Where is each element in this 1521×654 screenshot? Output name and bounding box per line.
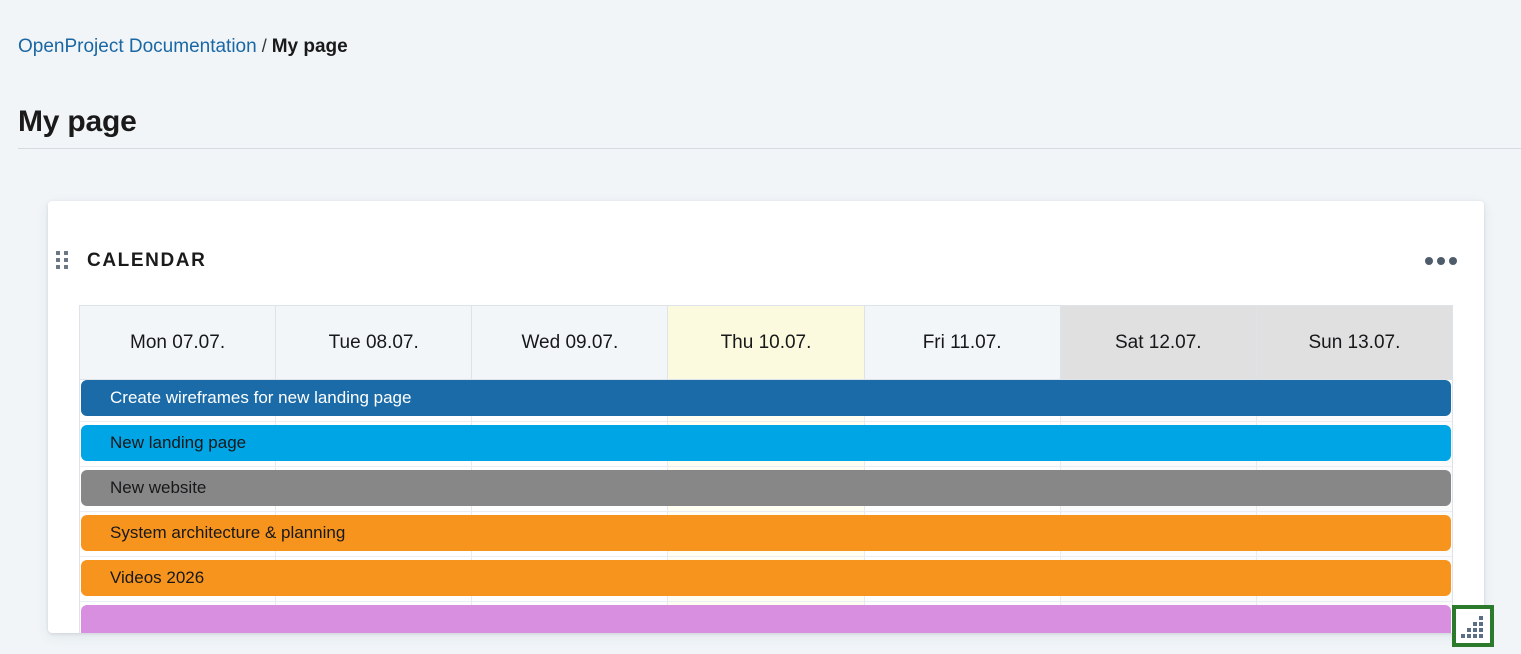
calendar-day-header-6[interactable]: Sun 13.07.	[1256, 306, 1452, 379]
calendar-day-header-label: Mon 07.07.	[130, 331, 226, 353]
calendar-day-header-4[interactable]: Fri 11.07.	[864, 306, 1061, 379]
drag-dot	[56, 258, 60, 262]
calendar-row-lines	[80, 380, 1452, 633]
drag-dot	[64, 265, 68, 269]
widget-title: CALENDAR	[87, 250, 207, 271]
calendar-event-label: New landing page	[110, 433, 247, 452]
drag-handle-icon[interactable]	[56, 251, 70, 271]
calendar-day-header-label: Sun 13.07.	[1308, 331, 1401, 353]
calendar-event-label: System architecture & planning	[110, 523, 346, 542]
breadcrumb-current: My page	[271, 36, 348, 57]
page-title: My page	[18, 105, 137, 139]
more-dot	[1437, 257, 1445, 265]
calendar-day-header-1[interactable]: Tue 08.07.	[276, 306, 473, 379]
breadcrumb: OpenProject Documentation / My page	[18, 33, 348, 60]
widget-resize-handle[interactable]	[1452, 605, 1494, 647]
calendar-day-header-label: Fri 11.07.	[922, 331, 1002, 353]
calendar-day-header-5[interactable]: Sat 12.07.	[1060, 306, 1257, 379]
calendar-day-header-row: Mon 07.07. Tue 08.07. Wed 09.07. Thu 10.07.…	[80, 306, 1452, 380]
calendar-event-bar-4[interactable]: Videos 2026	[81, 560, 1451, 596]
calendar-event-bar-1[interactable]: New landing page	[81, 425, 1451, 461]
calendar-event-bar-3[interactable]: System architecture & planning	[81, 515, 1451, 551]
calendar-event-bar-0[interactable]: Create wireframes for new landing page	[81, 380, 1451, 416]
widget-header: CALENDAR	[48, 201, 1484, 297]
title-divider	[18, 148, 1521, 149]
calendar-day-header-label: Thu 10.07.	[720, 331, 812, 353]
calendar-event-label: Videos 2026	[110, 568, 205, 587]
drag-dot	[64, 258, 68, 262]
calendar-day-header-label: Tue 08.07.	[328, 331, 419, 353]
breadcrumb-separator: /	[261, 36, 267, 56]
calendar-body: Create wireframes for new landing page Ne…	[80, 380, 1452, 633]
more-dot	[1425, 257, 1433, 265]
calendar-row-line-2	[80, 511, 1452, 512]
calendar-row-line-3	[80, 556, 1452, 557]
breadcrumb-link-root[interactable]: OpenProject Documentation	[18, 36, 257, 57]
drag-dot	[64, 251, 68, 255]
calendar-row-line-0	[80, 421, 1452, 422]
more-dot	[1449, 257, 1457, 265]
resize-grip-icon	[1461, 616, 1487, 640]
calendar-row-line-1	[80, 466, 1452, 467]
calendar-day-header-2[interactable]: Wed 09.07.	[472, 306, 669, 379]
calendar-event-label: Create wireframes for new landing page	[110, 388, 412, 407]
drag-dot	[56, 265, 60, 269]
calendar-event-bar-5[interactable]	[81, 605, 1451, 633]
calendar-event-label: New website	[110, 478, 207, 497]
widget-more-menu-button[interactable]	[1419, 249, 1463, 273]
calendar-day-header-0[interactable]: Mon 07.07.	[80, 306, 277, 379]
calendar: Mon 07.07. Tue 08.07. Wed 09.07. Thu 10.07.…	[79, 305, 1453, 633]
calendar-day-header-3[interactable]: Thu 10.07.	[668, 306, 865, 379]
calendar-day-header-label: Sat 12.07.	[1114, 331, 1202, 353]
drag-dot	[56, 251, 60, 255]
calendar-events: Create wireframes for new landing page Ne…	[80, 380, 1452, 633]
calendar-day-header-label: Wed 09.07.	[521, 331, 619, 353]
calendar-row-line-4	[80, 601, 1452, 602]
calendar-event-bar-2[interactable]: New website	[81, 470, 1451, 506]
calendar-widget-card: CALENDAR Mon 07.07. Tue 08.07. Wed 09.07. T…	[48, 201, 1484, 633]
